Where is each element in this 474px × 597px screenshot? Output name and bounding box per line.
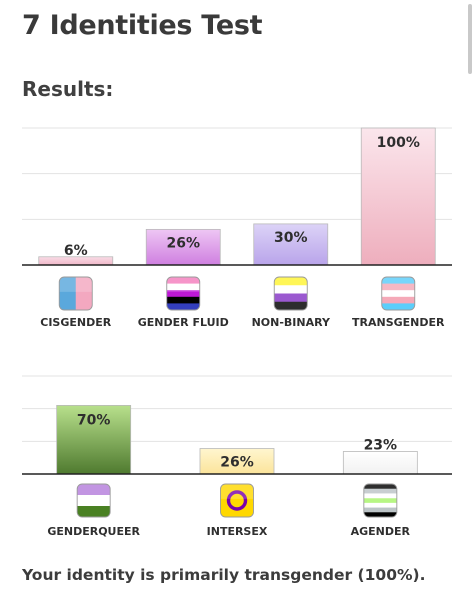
cisgender-flag-icon	[58, 276, 93, 311]
category-label-intersex: INTERSEX	[207, 525, 268, 538]
category-label-agender: AGENDER	[351, 525, 411, 538]
non-binary-flag-icon	[273, 276, 308, 311]
value-label-gender-fluid: 26%	[166, 235, 200, 251]
results-heading: Results:	[22, 77, 114, 101]
gender-fluid-flag-icon	[166, 276, 201, 311]
category-label-transgender: TRANSGENDER	[352, 316, 445, 329]
category-label-non-binary: NON-BINARY	[252, 316, 331, 329]
category-label-cisgender: CISGENDER	[40, 316, 111, 329]
results-chart-bottom: 70% GENDERQUEER 26% INTERSEX 23% AGENDER	[22, 375, 452, 538]
bar-intersex	[199, 448, 275, 475]
page-title: 7 Identities Test	[22, 10, 263, 41]
value-label-non-binary: 30%	[274, 230, 308, 246]
agender-flag-icon	[363, 483, 398, 518]
result-summary: Your identity is primarily transgender (…	[22, 566, 426, 584]
transgender-flag-icon	[381, 276, 416, 311]
value-label-cisgender: 6%	[64, 243, 88, 259]
category-label-gender-fluid: GENDER FLUID	[138, 316, 229, 329]
value-label-agender: 23%	[364, 437, 398, 453]
results-chart-top: 6% CISGENDER 26% GENDER FLUID 30% NON-BINARY 1…	[22, 127, 452, 329]
scrollbar[interactable]	[468, 4, 472, 74]
value-label-intersex: 26%	[220, 455, 254, 471]
value-label-transgender: 100%	[377, 135, 420, 151]
bar-agender	[342, 451, 418, 475]
category-label-genderqueer: GENDERQUEER	[47, 525, 140, 538]
intersex-flag-icon	[220, 483, 254, 518]
bar-transgender	[360, 127, 436, 266]
genderqueer-flag-icon	[76, 483, 111, 518]
bar-genderqueer	[56, 405, 132, 475]
value-label-genderqueer: 70%	[77, 412, 111, 428]
